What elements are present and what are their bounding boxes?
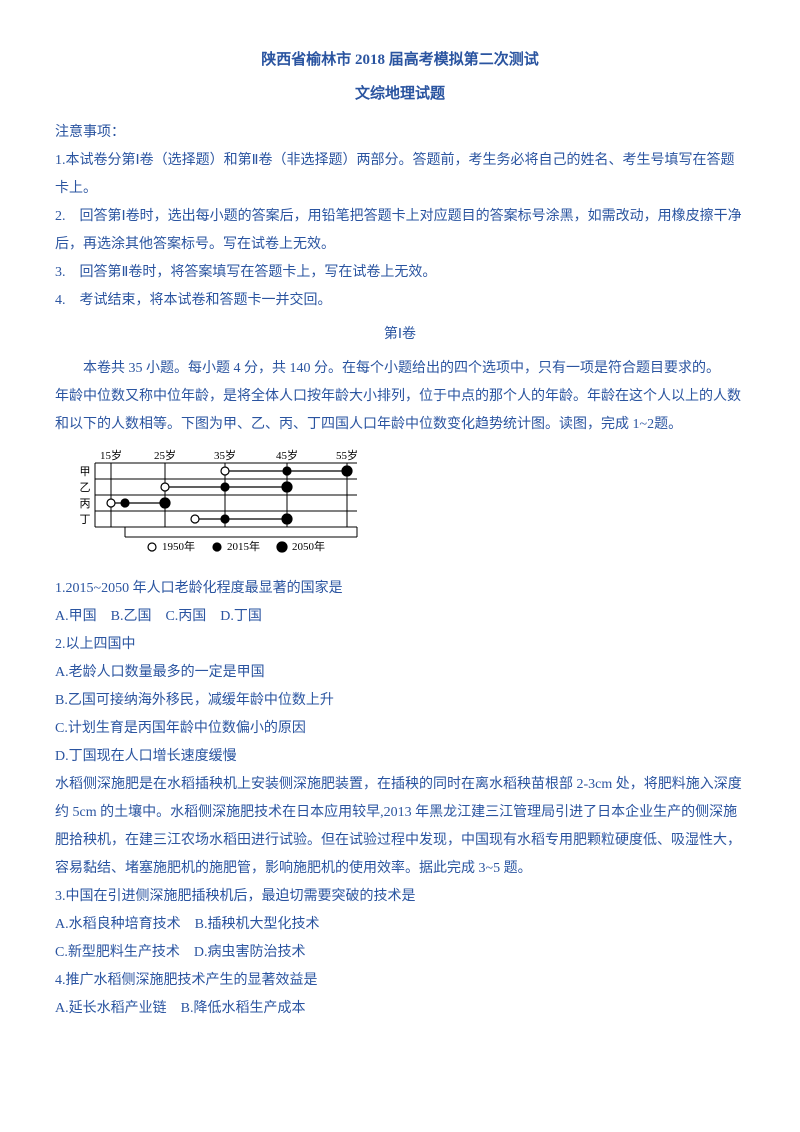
section-1-title: 第Ⅰ卷	[55, 321, 745, 349]
doc-title: 陕西省榆林市 2018 届高考模拟第二次测试	[55, 45, 745, 75]
svg-text:1950年: 1950年	[162, 539, 195, 553]
median-age-chart: 15岁 25岁 35岁 45岁 55岁甲乙丙丁 1950年 2015年 2050年	[65, 447, 745, 567]
svg-text:乙: 乙	[80, 481, 91, 494]
svg-text:2015年: 2015年	[227, 539, 260, 553]
passage-2: 水稻侧深施肥是在水稻插秧机上安装侧深施肥装置，在插秧的同时在离水稻秧苗根部 2-…	[55, 771, 745, 883]
notice-4: 4. 考试结束，将本试卷和答题卡一并交回。	[55, 287, 745, 315]
svg-text:45岁: 45岁	[276, 448, 298, 462]
q4: 4.推广水稻侧深施肥技术产生的显著效益是	[55, 967, 745, 995]
q3-options-1: A.水稻良种培育技术 B.插秧机大型化技术	[55, 911, 745, 939]
notice-3: 3. 回答第Ⅱ卷时，将答案填写在答题卡上，写在试卷上无效。	[55, 259, 745, 287]
svg-text:丙: 丙	[80, 498, 91, 510]
q2-opt-c: C.计划生育是丙国年龄中位数偏小的原因	[55, 715, 745, 743]
q1-options: A.甲国 B.乙国 C.丙国 D.丁国	[55, 603, 745, 631]
q1: 1.2015~2050 年人口老龄化程度最显著的国家是	[55, 575, 745, 603]
q4-options: A.延长水稻产业链 B.降低水稻生产成本	[55, 995, 745, 1023]
svg-text:35岁: 35岁	[214, 448, 236, 462]
q2: 2.以上四国中	[55, 631, 745, 659]
q3-options-2: C.新型肥料生产技术 D.病虫害防治技术	[55, 939, 745, 967]
q2-opt-a: A.老龄人口数量最多的一定是甲国	[55, 659, 745, 687]
svg-text:15岁: 15岁	[100, 448, 122, 462]
svg-text:55岁: 55岁	[336, 448, 358, 462]
section-1-intro: 本卷共 35 小题。每小题 4 分，共 140 分。在每个小题给出的四个选项中，…	[55, 355, 745, 383]
q2-opt-d: D.丁国现在人口增长速度缓慢	[55, 743, 745, 771]
q2-opt-b: B.乙国可接纳海外移民，减缓年龄中位数上升	[55, 687, 745, 715]
svg-text:丁: 丁	[80, 514, 91, 526]
notice-1: 1.本试卷分第Ⅰ卷（选择题）和第Ⅱ卷（非选择题）两部分。答题前，考生务必将自己的…	[55, 147, 745, 203]
passage-1: 年龄中位数又称中位年龄，是将全体人口按年龄大小排列，位于中点的那个人的年龄。年龄…	[55, 383, 745, 439]
doc-subtitle: 文综地理试题	[55, 79, 745, 109]
notice-header: 注意事项：	[55, 119, 745, 147]
svg-text:甲: 甲	[80, 466, 91, 478]
q3: 3.中国在引进侧深施肥插秧机后，最迫切需要突破的技术是	[55, 883, 745, 911]
svg-text:25岁: 25岁	[154, 448, 176, 462]
svg-text:2050年: 2050年	[292, 539, 325, 553]
notice-2: 2. 回答第Ⅰ卷时，选出每小题的答案后，用铅笔把答题卡上对应题目的答案标号涂黑，…	[55, 203, 745, 259]
